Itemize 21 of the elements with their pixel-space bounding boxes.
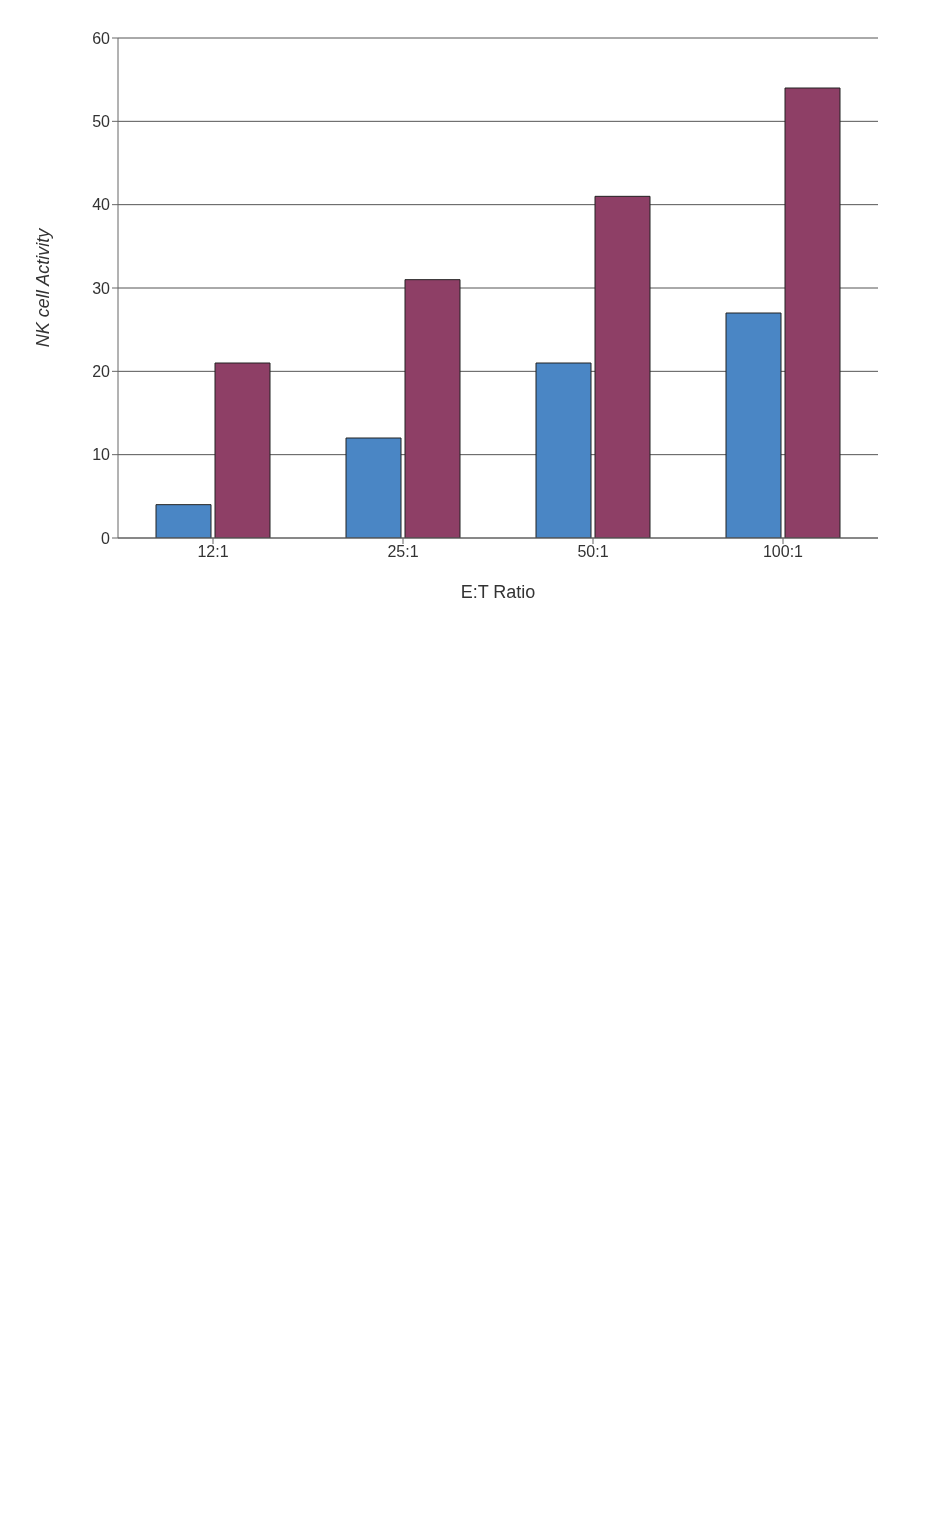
x-tick-label: 50:1 <box>577 543 609 561</box>
y-tick-label: 20 <box>92 363 111 381</box>
bar <box>725 312 782 538</box>
y-axis-title: NK cell Activity <box>33 227 54 348</box>
y-tick-label: 60 <box>92 29 111 47</box>
y-tick-label: 30 <box>92 279 111 297</box>
y-tick-label: 50 <box>92 113 111 131</box>
y-tick-label: 10 <box>92 446 111 464</box>
bar <box>404 279 461 538</box>
y-tick-label: 0 <box>101 529 111 547</box>
bar <box>535 362 592 538</box>
x-axis-title: E:T Ratio <box>460 582 536 602</box>
x-tick-label: 100:1 <box>762 543 804 561</box>
bar <box>784 87 841 538</box>
bar <box>155 504 212 538</box>
x-tick-label: 12:1 <box>197 543 229 561</box>
x-tick-label: 25:1 <box>387 543 419 561</box>
bar <box>594 195 651 538</box>
bar <box>214 362 271 538</box>
bar <box>345 437 402 538</box>
y-tick-label: 40 <box>92 196 111 214</box>
